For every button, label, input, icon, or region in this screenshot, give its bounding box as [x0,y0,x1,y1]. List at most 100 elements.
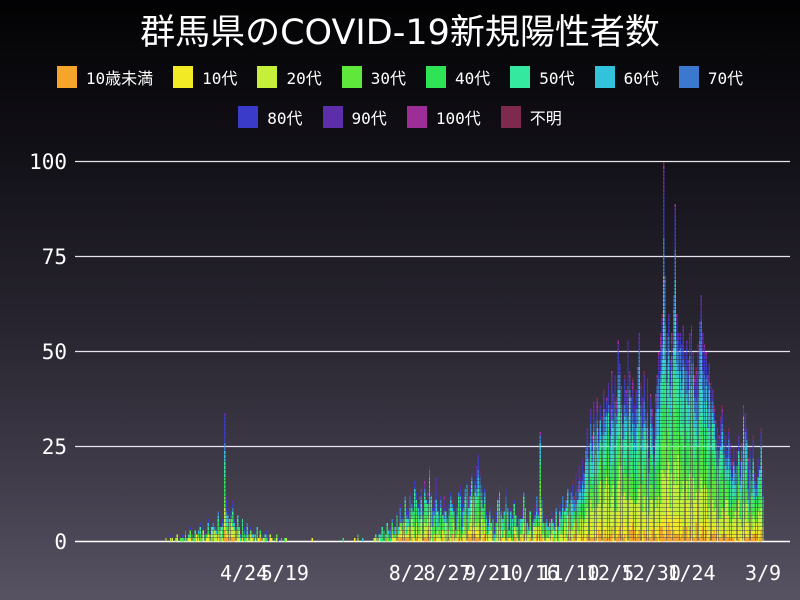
daily-bar [529,511,532,542]
daily-bar [716,428,719,542]
daily-bar [694,374,696,542]
daily-bar [241,519,244,542]
daily-bar [570,492,572,542]
daily-bar [487,519,489,542]
daily-bar [493,526,496,542]
daily-bar [711,390,714,542]
daily-bar [687,359,689,542]
daily-bar [420,488,423,542]
bars-layer [165,162,764,542]
daily-bar [612,393,615,542]
daily-bar [248,530,250,542]
legend-swatch [173,66,194,88]
daily-bar [258,538,260,542]
daily-bar [419,496,421,542]
legend-item: 70代 [678,65,743,89]
legend-swatch [426,66,446,88]
daily-bar [207,519,209,542]
daily-bar [537,507,540,542]
daily-bar [171,538,174,542]
daily-bar [199,523,201,542]
daily-bar [249,526,252,542]
daily-bar [510,507,512,542]
daily-bar [230,511,232,542]
daily-bar [578,466,580,542]
daily-bar [228,519,231,542]
daily-bar [695,367,698,542]
daily-bar [669,359,672,542]
daily-bar [256,526,258,542]
daily-bar [601,416,603,542]
daily-bar [692,352,694,542]
daily-bar [515,511,517,542]
daily-bar [495,511,497,542]
daily-bar [467,496,470,542]
daily-bar [441,515,444,542]
daily-bar [262,538,265,542]
daily-bar [599,405,602,542]
daily-bar [713,405,715,542]
daily-bar [741,443,743,542]
daily-bar [759,466,761,542]
daily-bar [243,526,245,542]
x-tick-label: 5/19 [261,561,309,585]
daily-bar [583,473,585,542]
daily-bar [672,295,675,542]
daily-bar [448,504,450,542]
daily-bar [212,523,214,542]
daily-bar [214,526,216,542]
daily-bar [542,511,545,542]
daily-bar [705,352,707,542]
daily-bar [220,526,223,542]
daily-bar [568,504,571,542]
daily-bar [432,507,434,542]
daily-bar [614,374,616,542]
legend-swatch [500,106,521,128]
daily-bar [186,538,188,542]
daily-bar [428,466,431,542]
daily-bar [729,443,732,542]
daily-bar [215,530,218,542]
legend-label: 不明 [529,109,562,128]
daily-bar [653,428,655,542]
daily-bar [567,488,569,542]
daily-bar [271,538,273,542]
daily-bar [188,534,190,542]
daily-bar [638,333,641,542]
daily-bar [433,500,436,542]
legend-item: 90代 [322,105,387,129]
y-tick-label: 75 [42,245,67,269]
y-tick-label: 100 [29,150,67,174]
daily-bar [643,371,645,542]
daily-bar [449,492,452,542]
daily-bar [404,496,406,542]
daily-bar [674,203,676,542]
daily-bar [726,450,728,542]
daily-bar [734,466,737,542]
daily-bar [311,538,314,542]
x-tick-label: 3/9 [745,561,781,585]
daily-bar [684,352,686,542]
daily-bar [386,523,388,542]
legend-item: 10歳未満 [56,65,153,89]
daily-bar [388,530,390,542]
daily-bar [202,526,205,542]
y-tick-label: 50 [42,340,67,364]
daily-bar [736,450,738,542]
daily-bar [196,534,198,542]
daily-bar [261,534,263,542]
legend-swatch [56,66,77,88]
daily-bar [264,534,266,542]
daily-bar [209,530,211,542]
daily-bar [425,500,427,542]
daily-bar [469,485,471,542]
daily-bar [461,496,463,542]
legend-swatch [257,66,278,88]
daily-bar [580,477,582,542]
daily-bar [677,333,680,542]
daily-bar [466,481,468,542]
legend-row-1: 10歳未満 10代 20代 30代 40代 50代 60代 70代 [0,65,800,89]
legend-swatch [238,106,259,128]
daily-bar [663,162,665,542]
daily-bar [648,428,650,542]
